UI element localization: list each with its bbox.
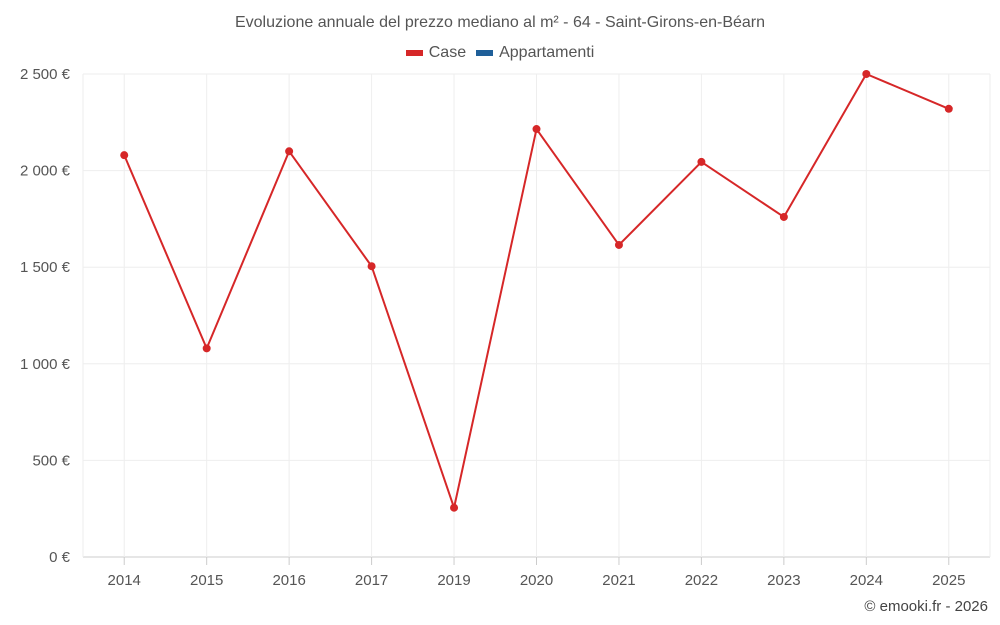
- data-point-case: [862, 70, 871, 78]
- x-tick-label: 2021: [602, 572, 635, 589]
- legend-swatch-appartamenti: [476, 50, 494, 56]
- data-point-case: [367, 262, 376, 271]
- y-tick-label: 1 500 €: [20, 259, 71, 276]
- y-tick-label: 2 500 €: [20, 66, 71, 83]
- legend-label-appartamenti: Appartamenti: [499, 44, 595, 61]
- data-point-case: [697, 157, 706, 166]
- x-tick-label: 2022: [685, 572, 718, 589]
- legend-item-appartamenti[interactable]: Appartamenti: [476, 44, 594, 62]
- y-tick-label: 0 €: [49, 549, 71, 566]
- x-tick-label: 2019: [437, 572, 470, 589]
- legend-swatch-case: [405, 50, 423, 56]
- x-tick-label: 2024: [850, 572, 883, 589]
- x-tick-label: 2015: [190, 572, 223, 589]
- copyright-footer: © emooki.fr - 2026: [864, 598, 988, 615]
- data-point-case: [285, 147, 294, 156]
- data-point-case: [532, 125, 541, 134]
- legend-item-case[interactable]: Case: [405, 44, 467, 62]
- data-point-case: [120, 151, 129, 160]
- data-point-case: [450, 503, 459, 512]
- x-tick-label: 2014: [108, 572, 141, 589]
- data-point-case: [202, 344, 211, 353]
- data-point-case: [779, 212, 788, 221]
- x-tick-label: 2025: [932, 572, 965, 589]
- y-tick-label: 1 000 €: [20, 356, 71, 373]
- legend: Case Appartamenti: [0, 44, 1000, 62]
- x-tick-label: 2016: [272, 572, 305, 589]
- y-tick-label: 2 000 €: [20, 163, 71, 180]
- x-tick-label: 2017: [355, 572, 388, 589]
- x-tick-label: 2023: [767, 572, 800, 589]
- data-point-case: [614, 240, 623, 249]
- legend-label-case: Case: [428, 44, 467, 61]
- x-tick-label: 2020: [520, 572, 553, 589]
- y-tick-label: 500 €: [32, 452, 70, 469]
- chart-title: Evoluzione annuale del prezzo mediano al…: [234, 14, 766, 31]
- data-point-case: [944, 104, 953, 113]
